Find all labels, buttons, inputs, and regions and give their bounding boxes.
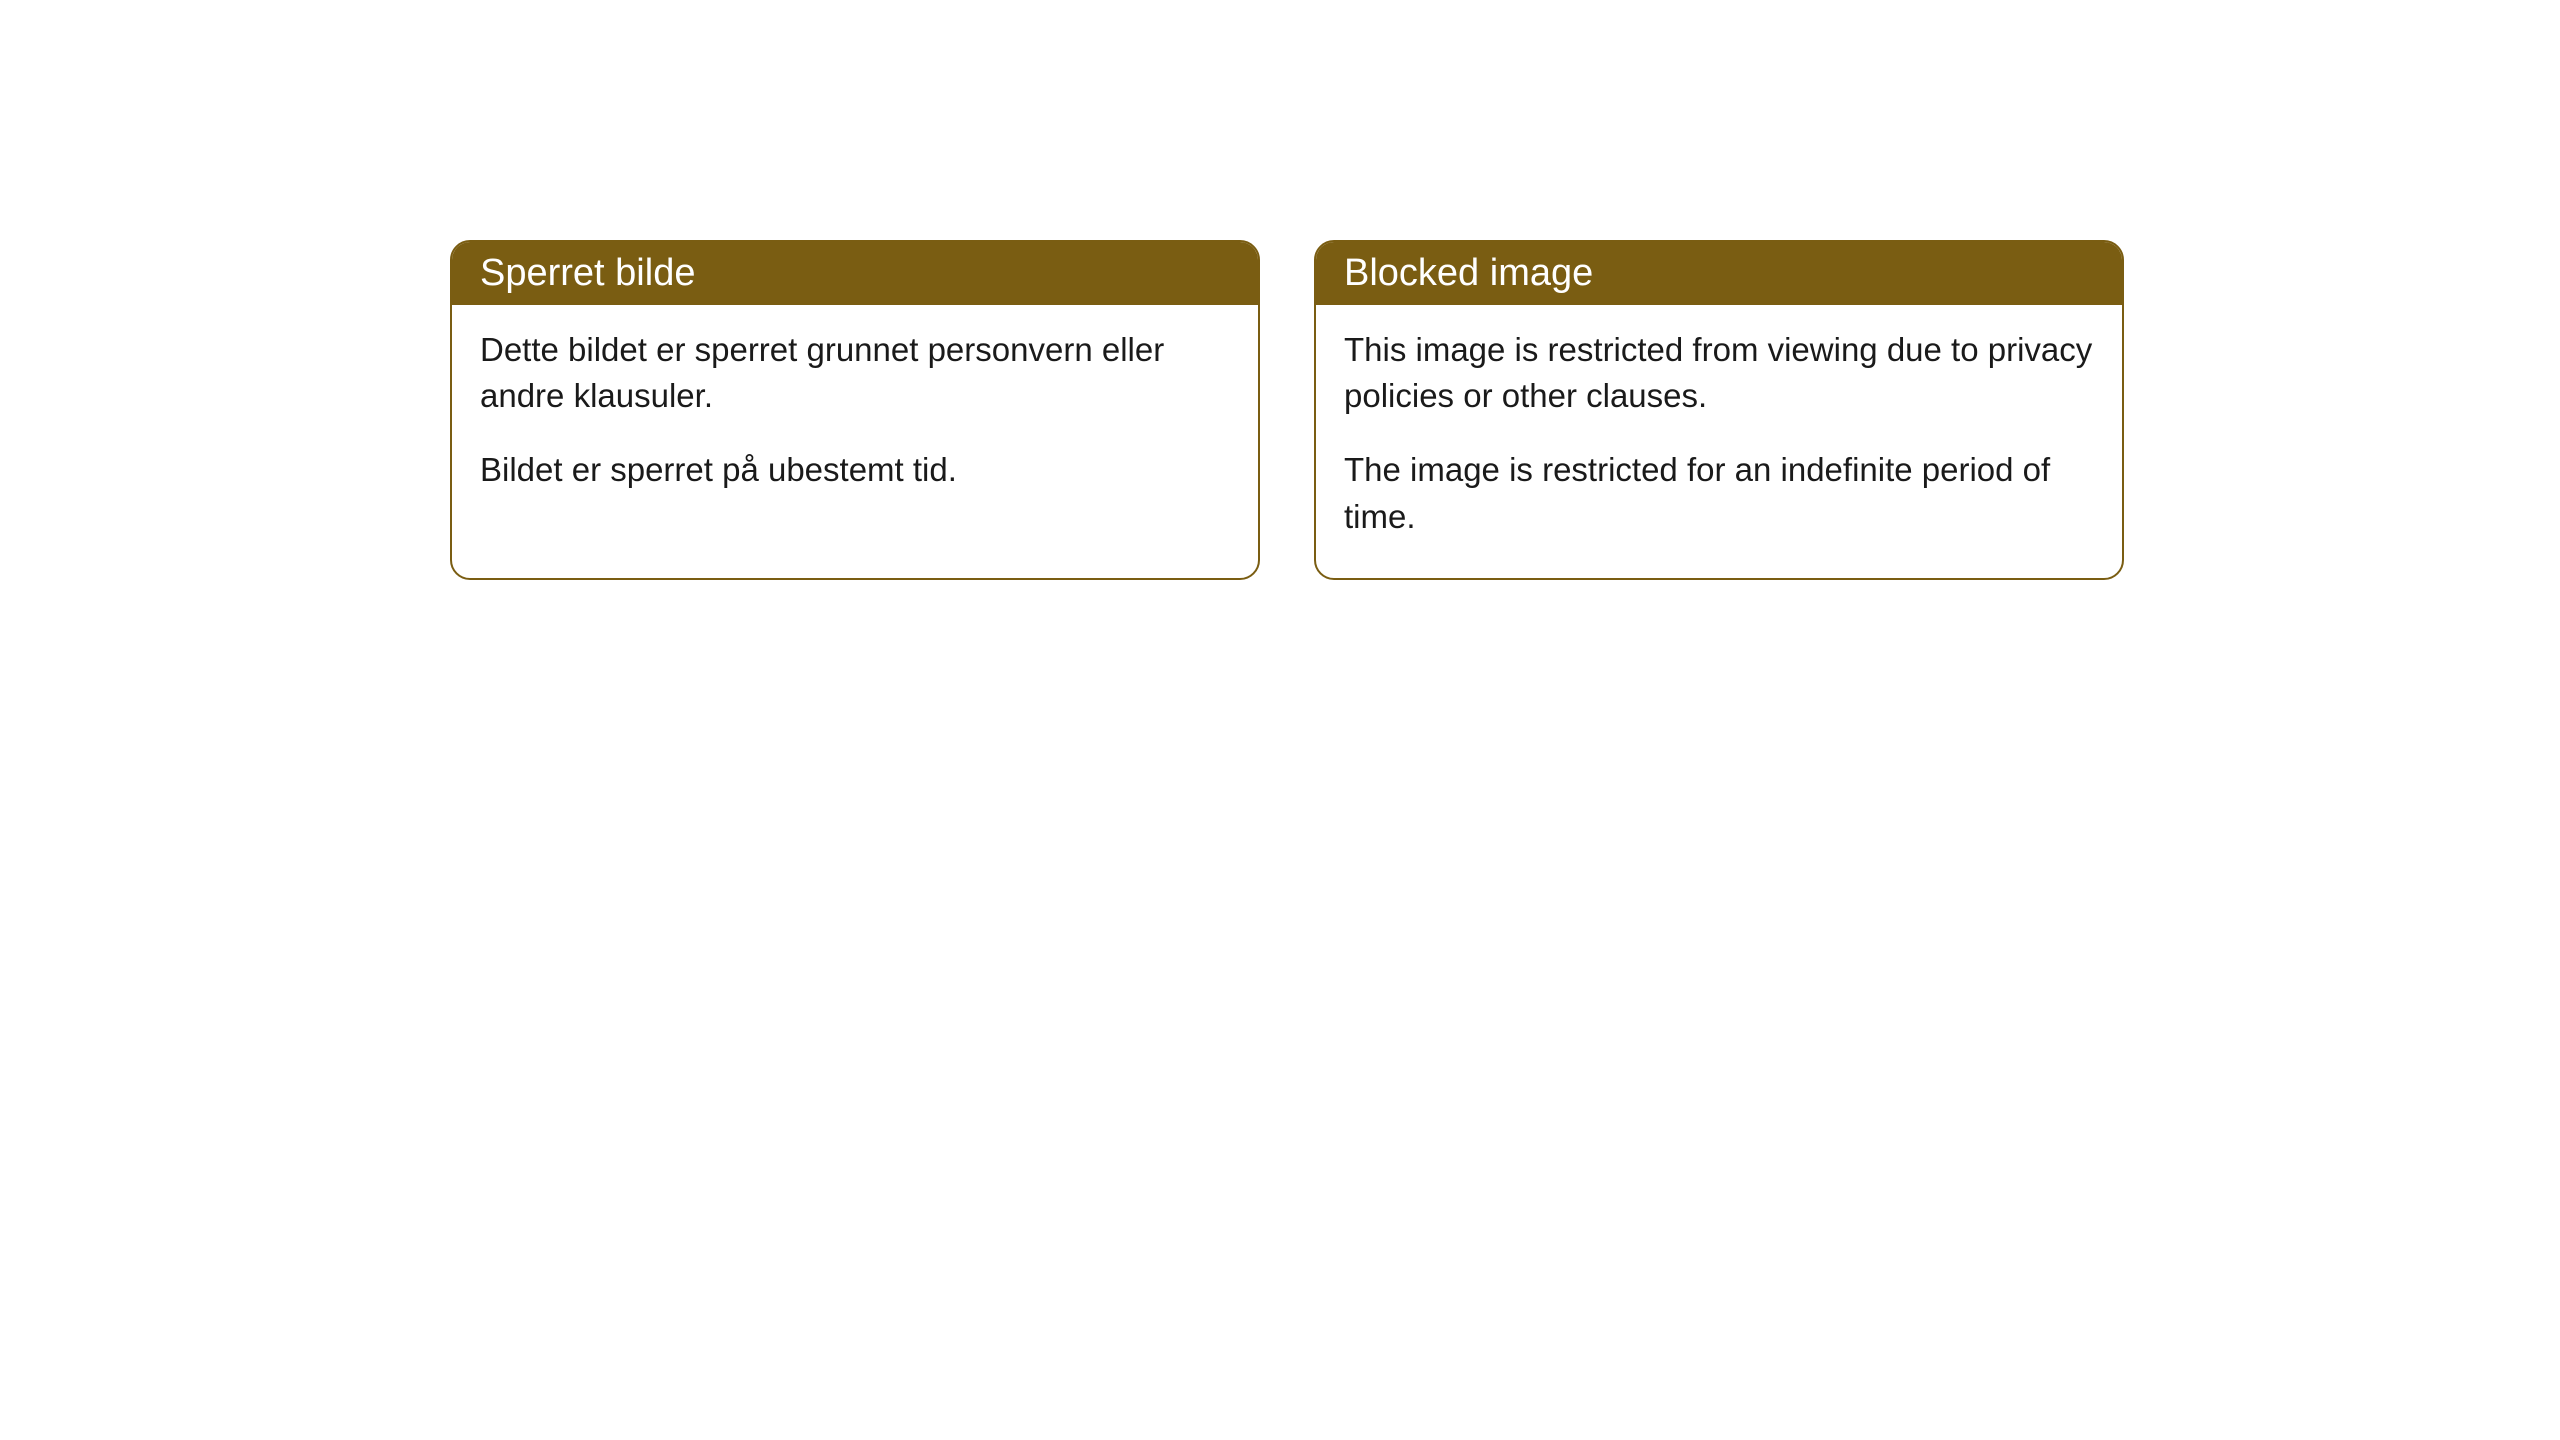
notice-card-norwegian: Sperret bilde Dette bildet er sperret gr… — [450, 240, 1260, 580]
notice-title: Sperret bilde — [480, 252, 695, 294]
notice-paragraph: The image is restricted for an indefinit… — [1344, 447, 2094, 539]
notice-card-english: Blocked image This image is restricted f… — [1314, 240, 2124, 580]
notice-header-norwegian: Sperret bilde — [452, 242, 1258, 305]
notice-paragraph: This image is restricted from viewing du… — [1344, 327, 2094, 419]
notice-title: Blocked image — [1344, 252, 1593, 294]
notice-header-english: Blocked image — [1316, 242, 2122, 305]
notice-paragraph: Dette bildet er sperret grunnet personve… — [480, 327, 1230, 419]
notice-paragraph: Bildet er sperret på ubestemt tid. — [480, 447, 1230, 493]
notice-body-norwegian: Dette bildet er sperret grunnet personve… — [452, 305, 1258, 532]
notice-cards-container: Sperret bilde Dette bildet er sperret gr… — [450, 240, 2124, 580]
notice-body-english: This image is restricted from viewing du… — [1316, 305, 2122, 578]
